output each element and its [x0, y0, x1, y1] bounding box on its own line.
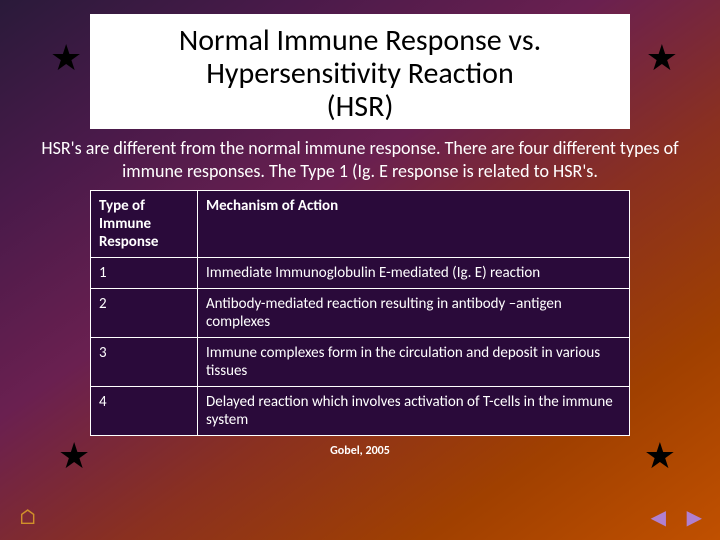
table-header-type: Type of Immune Response — [91, 191, 198, 258]
table-cell-mechanism: Delayed reaction which involves activati… — [198, 387, 630, 436]
citation: Gobel, 2005 — [0, 444, 720, 458]
star-decoration-bottom-right: ★ — [644, 438, 676, 474]
star-decoration-bottom-left: ★ — [58, 438, 90, 474]
prev-arrow-icon[interactable]: ◀ — [651, 505, 666, 530]
table-cell-type: 1 — [91, 258, 198, 289]
table-cell-mechanism: Immediate Immunoglobulin E-mediated (Ig.… — [198, 258, 630, 289]
table-row: 1 Immediate Immunoglobulin E-mediated (I… — [91, 258, 630, 289]
table-row: 2 Antibody-mediated reaction resulting i… — [91, 289, 630, 338]
table-cell-type: 2 — [91, 289, 198, 338]
star-decoration-top-right: ★ — [646, 40, 678, 76]
table-row: 3 Immune complexes form in the circulati… — [91, 338, 630, 387]
table-header-row: Type of Immune Response Mechanism of Act… — [91, 191, 630, 258]
table-header-mechanism: Mechanism of Action — [198, 191, 630, 258]
table-cell-type: 3 — [91, 338, 198, 387]
slide-title: Normal Immune Response vs. Hypersensitiv… — [90, 14, 630, 129]
table-cell-mechanism: Antibody-mediated reaction resulting in … — [198, 289, 630, 338]
next-arrow-icon[interactable]: ▶ — [687, 505, 702, 530]
star-decoration-top-left: ★ — [50, 40, 82, 76]
table-cell-type: 4 — [91, 387, 198, 436]
immune-response-table: Type of Immune Response Mechanism of Act… — [90, 190, 630, 436]
slide: ★ ★ ★ ★ Normal Immune Response vs. Hyper… — [0, 0, 720, 540]
slide-subtitle: HSR's are different from the normal immu… — [0, 133, 720, 190]
table-cell-mechanism: Immune complexes form in the circulation… — [198, 338, 630, 387]
home-icon[interactable]: ⌂ — [18, 503, 37, 530]
table-row: 4 Delayed reaction which involves activa… — [91, 387, 630, 436]
